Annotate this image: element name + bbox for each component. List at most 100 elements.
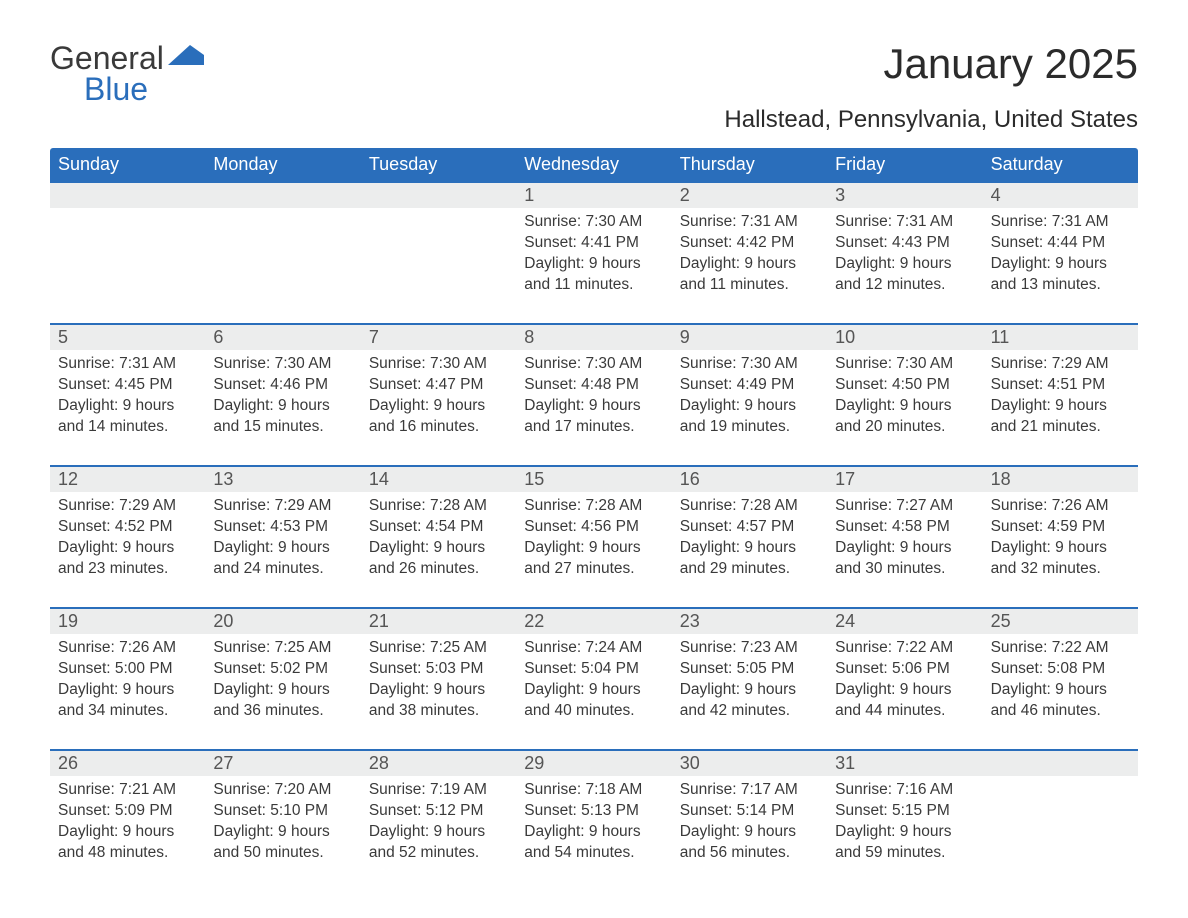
calendar-day: 15Sunrise: 7:28 AMSunset: 4:56 PMDayligh… xyxy=(516,467,671,607)
daylight-text: Daylight: 9 hours and 12 minutes. xyxy=(835,254,974,296)
sunset-text: Sunset: 5:00 PM xyxy=(58,659,197,680)
day-number: 1 xyxy=(516,183,671,208)
daylight-text: Daylight: 9 hours and 48 minutes. xyxy=(58,822,197,864)
calendar-day: 14Sunrise: 7:28 AMSunset: 4:54 PMDayligh… xyxy=(361,467,516,607)
day-details: Sunrise: 7:23 AMSunset: 5:05 PMDaylight:… xyxy=(672,634,827,730)
calendar-day: 7Sunrise: 7:30 AMSunset: 4:47 PMDaylight… xyxy=(361,325,516,465)
sunset-text: Sunset: 5:15 PM xyxy=(835,801,974,822)
day-details: Sunrise: 7:25 AMSunset: 5:03 PMDaylight:… xyxy=(361,634,516,730)
day-details: Sunrise: 7:29 AMSunset: 4:52 PMDaylight:… xyxy=(50,492,205,588)
sunset-text: Sunset: 4:41 PM xyxy=(524,233,663,254)
sunrise-text: Sunrise: 7:23 AM xyxy=(680,638,819,659)
calendar-day: 31Sunrise: 7:16 AMSunset: 5:15 PMDayligh… xyxy=(827,751,982,891)
location-subtitle: Hallstead, Pennsylvania, United States xyxy=(724,106,1138,134)
sunset-text: Sunset: 4:58 PM xyxy=(835,517,974,538)
calendar-day xyxy=(983,751,1138,891)
sunrise-text: Sunrise: 7:30 AM xyxy=(369,354,508,375)
title-block: January 2025 Hallstead, Pennsylvania, Un… xyxy=(724,40,1138,134)
day-details: Sunrise: 7:31 AMSunset: 4:43 PMDaylight:… xyxy=(827,208,982,304)
calendar-day: 29Sunrise: 7:18 AMSunset: 5:13 PMDayligh… xyxy=(516,751,671,891)
day-number: 31 xyxy=(827,751,982,776)
daylight-text: Daylight: 9 hours and 24 minutes. xyxy=(213,538,352,580)
day-number: 9 xyxy=(672,325,827,350)
day-number: 17 xyxy=(827,467,982,492)
sunset-text: Sunset: 5:03 PM xyxy=(369,659,508,680)
calendar-day: 21Sunrise: 7:25 AMSunset: 5:03 PMDayligh… xyxy=(361,609,516,749)
sunset-text: Sunset: 4:49 PM xyxy=(680,375,819,396)
daylight-text: Daylight: 9 hours and 44 minutes. xyxy=(835,680,974,722)
day-number: 4 xyxy=(983,183,1138,208)
day-details: Sunrise: 7:30 AMSunset: 4:47 PMDaylight:… xyxy=(361,350,516,446)
day-number: 11 xyxy=(983,325,1138,350)
calendar-day: 27Sunrise: 7:20 AMSunset: 5:10 PMDayligh… xyxy=(205,751,360,891)
day-details: Sunrise: 7:20 AMSunset: 5:10 PMDaylight:… xyxy=(205,776,360,872)
day-details: Sunrise: 7:18 AMSunset: 5:13 PMDaylight:… xyxy=(516,776,671,872)
sunset-text: Sunset: 5:05 PM xyxy=(680,659,819,680)
day-details: Sunrise: 7:21 AMSunset: 5:09 PMDaylight:… xyxy=(50,776,205,872)
daylight-text: Daylight: 9 hours and 29 minutes. xyxy=(680,538,819,580)
sunset-text: Sunset: 4:59 PM xyxy=(991,517,1130,538)
daylight-text: Daylight: 9 hours and 40 minutes. xyxy=(524,680,663,722)
day-details: Sunrise: 7:30 AMSunset: 4:49 PMDaylight:… xyxy=(672,350,827,446)
day-details: Sunrise: 7:29 AMSunset: 4:51 PMDaylight:… xyxy=(983,350,1138,446)
day-number: 3 xyxy=(827,183,982,208)
sunset-text: Sunset: 4:47 PM xyxy=(369,375,508,396)
sunrise-text: Sunrise: 7:17 AM xyxy=(680,780,819,801)
day-details: Sunrise: 7:24 AMSunset: 5:04 PMDaylight:… xyxy=(516,634,671,730)
sunrise-text: Sunrise: 7:29 AM xyxy=(213,496,352,517)
sunrise-text: Sunrise: 7:30 AM xyxy=(680,354,819,375)
day-number: 13 xyxy=(205,467,360,492)
sunset-text: Sunset: 4:51 PM xyxy=(991,375,1130,396)
daylight-text: Daylight: 9 hours and 32 minutes. xyxy=(991,538,1130,580)
sunrise-text: Sunrise: 7:21 AM xyxy=(58,780,197,801)
sunset-text: Sunset: 4:48 PM xyxy=(524,375,663,396)
sunset-text: Sunset: 5:13 PM xyxy=(524,801,663,822)
day-number xyxy=(361,183,516,208)
day-number: 27 xyxy=(205,751,360,776)
calendar-week: 19Sunrise: 7:26 AMSunset: 5:00 PMDayligh… xyxy=(50,607,1138,749)
day-number: 12 xyxy=(50,467,205,492)
calendar-day xyxy=(50,183,205,323)
day-number: 15 xyxy=(516,467,671,492)
daylight-text: Daylight: 9 hours and 38 minutes. xyxy=(369,680,508,722)
day-details: Sunrise: 7:28 AMSunset: 4:56 PMDaylight:… xyxy=(516,492,671,588)
sunrise-text: Sunrise: 7:24 AM xyxy=(524,638,663,659)
sunrise-text: Sunrise: 7:30 AM xyxy=(835,354,974,375)
day-number: 10 xyxy=(827,325,982,350)
sunset-text: Sunset: 4:57 PM xyxy=(680,517,819,538)
calendar-day: 25Sunrise: 7:22 AMSunset: 5:08 PMDayligh… xyxy=(983,609,1138,749)
sunset-text: Sunset: 4:46 PM xyxy=(213,375,352,396)
weekday-header: Thursday xyxy=(672,148,827,181)
day-number: 20 xyxy=(205,609,360,634)
brand-part2: Blue xyxy=(84,71,204,108)
day-details: Sunrise: 7:26 AMSunset: 5:00 PMDaylight:… xyxy=(50,634,205,730)
calendar-day: 18Sunrise: 7:26 AMSunset: 4:59 PMDayligh… xyxy=(983,467,1138,607)
sunrise-text: Sunrise: 7:20 AM xyxy=(213,780,352,801)
calendar-day xyxy=(361,183,516,323)
calendar-day: 20Sunrise: 7:25 AMSunset: 5:02 PMDayligh… xyxy=(205,609,360,749)
day-details: Sunrise: 7:31 AMSunset: 4:45 PMDaylight:… xyxy=(50,350,205,446)
sunrise-text: Sunrise: 7:28 AM xyxy=(680,496,819,517)
daylight-text: Daylight: 9 hours and 15 minutes. xyxy=(213,396,352,438)
sunset-text: Sunset: 4:43 PM xyxy=(835,233,974,254)
calendar-day: 17Sunrise: 7:27 AMSunset: 4:58 PMDayligh… xyxy=(827,467,982,607)
daylight-text: Daylight: 9 hours and 19 minutes. xyxy=(680,396,819,438)
day-details: Sunrise: 7:30 AMSunset: 4:50 PMDaylight:… xyxy=(827,350,982,446)
day-number: 23 xyxy=(672,609,827,634)
calendar-day: 6Sunrise: 7:30 AMSunset: 4:46 PMDaylight… xyxy=(205,325,360,465)
daylight-text: Daylight: 9 hours and 20 minutes. xyxy=(835,396,974,438)
day-number: 14 xyxy=(361,467,516,492)
weekday-header: Tuesday xyxy=(361,148,516,181)
sunset-text: Sunset: 4:56 PM xyxy=(524,517,663,538)
day-number: 25 xyxy=(983,609,1138,634)
sunrise-text: Sunrise: 7:31 AM xyxy=(835,212,974,233)
day-number: 2 xyxy=(672,183,827,208)
sunrise-text: Sunrise: 7:28 AM xyxy=(369,496,508,517)
weekday-header: Saturday xyxy=(983,148,1138,181)
calendar: Sunday Monday Tuesday Wednesday Thursday… xyxy=(50,148,1138,891)
sunrise-text: Sunrise: 7:31 AM xyxy=(58,354,197,375)
daylight-text: Daylight: 9 hours and 56 minutes. xyxy=(680,822,819,864)
calendar-day: 23Sunrise: 7:23 AMSunset: 5:05 PMDayligh… xyxy=(672,609,827,749)
calendar-day: 8Sunrise: 7:30 AMSunset: 4:48 PMDaylight… xyxy=(516,325,671,465)
daylight-text: Daylight: 9 hours and 42 minutes. xyxy=(680,680,819,722)
